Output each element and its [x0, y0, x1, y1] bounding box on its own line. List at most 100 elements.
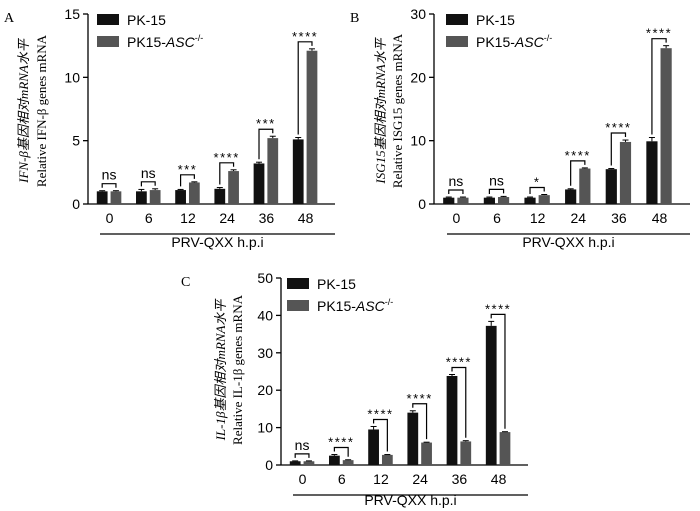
significance-bracket [610, 132, 627, 166]
x-axis-label: PRV-QXX h.p.i [364, 492, 456, 508]
significance-label: **** [407, 391, 433, 406]
x-tick-label: 6 [338, 471, 346, 487]
bar-asc-ko [149, 190, 161, 204]
y-axis-label-en: Relative IL-1β genes mRNA [230, 294, 245, 445]
y-tick-label: 0 [265, 457, 273, 473]
bar-asc-ko [342, 460, 354, 465]
significance-label: **** [646, 26, 672, 41]
x-tick-label: 0 [299, 471, 307, 487]
bar-pk15 [646, 141, 658, 204]
significance-bracket [529, 186, 545, 195]
x-tick-label: 36 [259, 210, 275, 226]
bar-asc-ko [110, 191, 122, 204]
bar-pk15 [136, 191, 147, 204]
legend-swatch [287, 278, 309, 289]
x-tick-label: 12 [180, 210, 196, 226]
x-tick-label: 0 [106, 210, 114, 226]
bar-pk15 [565, 189, 577, 204]
y-tick-label: 5 [72, 133, 80, 149]
legend: PK-15 PK15-ASC-/- [287, 276, 393, 314]
significance-label: ns [295, 437, 310, 453]
significance-bracket [294, 453, 310, 458]
significance-bracket [140, 181, 156, 187]
legend-swatch [446, 36, 468, 47]
significance-label: **** [446, 354, 472, 369]
significance-bracket [219, 162, 235, 185]
legend-label: PK-15 [476, 12, 515, 28]
legend-label: PK-15 [127, 12, 166, 28]
y-tick-label: 15 [64, 6, 80, 22]
y-tick-label: 0 [418, 196, 426, 212]
panel-b: B 0 10 20 30 ISG15基因相对mRNA水平 Relative ISG15 ge… [350, 6, 690, 250]
bar-pk15 [329, 455, 340, 465]
bar-asc-ko [497, 197, 510, 204]
x-tick-label: 12 [373, 471, 389, 487]
bar-pk15 [605, 169, 617, 204]
significance-bracket [570, 160, 586, 186]
x-axis-label: PRV-QXX h.p.i [171, 234, 263, 250]
bar-pk15 [485, 325, 497, 465]
x-tick-label: 24 [412, 471, 428, 487]
significance-label: **** [605, 120, 631, 135]
x-tick-label: 6 [493, 210, 501, 226]
x-tick-label: 48 [652, 210, 668, 226]
bar-asc-ko [579, 168, 591, 204]
bar-asc-ko [188, 182, 200, 204]
y-axis-label-en: Relative IFN-β genes mRNA [34, 34, 49, 187]
y-axis-label-cn: IFN-β基因相对mRNA水平 [16, 37, 31, 184]
bar-pk15 [483, 197, 495, 204]
y-tick-label: 30 [410, 6, 426, 22]
bar-asc-ko [381, 454, 393, 465]
legend-swatch [446, 14, 468, 25]
significance-label: *** [256, 116, 276, 131]
bar-asc-ko [421, 442, 432, 465]
significance-bracket [448, 189, 464, 195]
y-axis-label-cn: ISG15基因相对mRNA水平 [373, 36, 388, 184]
panel-letter: C [181, 275, 190, 290]
significance-label: ns [489, 172, 504, 188]
significance-label: *** [178, 162, 198, 177]
significance-bracket [297, 41, 313, 135]
significance-bracket [451, 366, 467, 438]
bar-pk15 [253, 163, 265, 204]
legend-swatch [97, 36, 119, 47]
x-tick-label: 48 [298, 210, 314, 226]
bar-pk15 [524, 197, 536, 204]
significance-label: **** [292, 29, 318, 44]
bar-pk15 [96, 191, 108, 204]
y-tick-label: 10 [64, 69, 80, 85]
legend: PK-15 PK15-ASC-/- [446, 12, 552, 50]
legend-label: PK15-ASC-/- [476, 33, 552, 50]
significance-label: **** [485, 301, 511, 316]
y-tick-label: 40 [257, 307, 273, 323]
x-tick-label: 6 [145, 210, 153, 226]
y-tick-label: 20 [410, 69, 426, 85]
significance-bracket [101, 183, 117, 188]
significance-bracket [372, 418, 388, 452]
significance-label: ns [141, 165, 156, 181]
y-tick-label: 20 [257, 382, 273, 398]
legend-swatch [287, 300, 309, 311]
bar-asc-ko [538, 195, 550, 204]
bar-asc-ko [499, 432, 511, 465]
y-tick-label: 10 [410, 133, 426, 149]
bar-asc-ko [660, 48, 672, 205]
bar-pk15 [443, 197, 455, 204]
y-tick-label: 50 [257, 270, 273, 286]
y-tick-label: 10 [257, 420, 273, 436]
significance-label: **** [214, 150, 240, 165]
panel-a: A 0 5 10 15 IFN-β基因相对mRNA水平 Relative IFN-β gen… [4, 6, 335, 250]
significance-bracket [258, 128, 274, 160]
panel-letter: A [4, 11, 15, 26]
x-tick-label: 48 [491, 471, 507, 487]
bar-asc-ko [228, 171, 239, 204]
bar-asc-ko [267, 138, 279, 204]
legend-label: PK15-ASC-/- [317, 297, 393, 314]
x-tick-label: 24 [570, 210, 586, 226]
y-axis-label-en: Relative ISG15 genes mRNA [390, 33, 405, 188]
significance-label: **** [328, 435, 354, 450]
y-axis-label-cn: IL-1β基因相对mRNA水平 [213, 298, 228, 442]
x-tick-label: 0 [452, 210, 460, 226]
legend-swatch [97, 14, 119, 25]
